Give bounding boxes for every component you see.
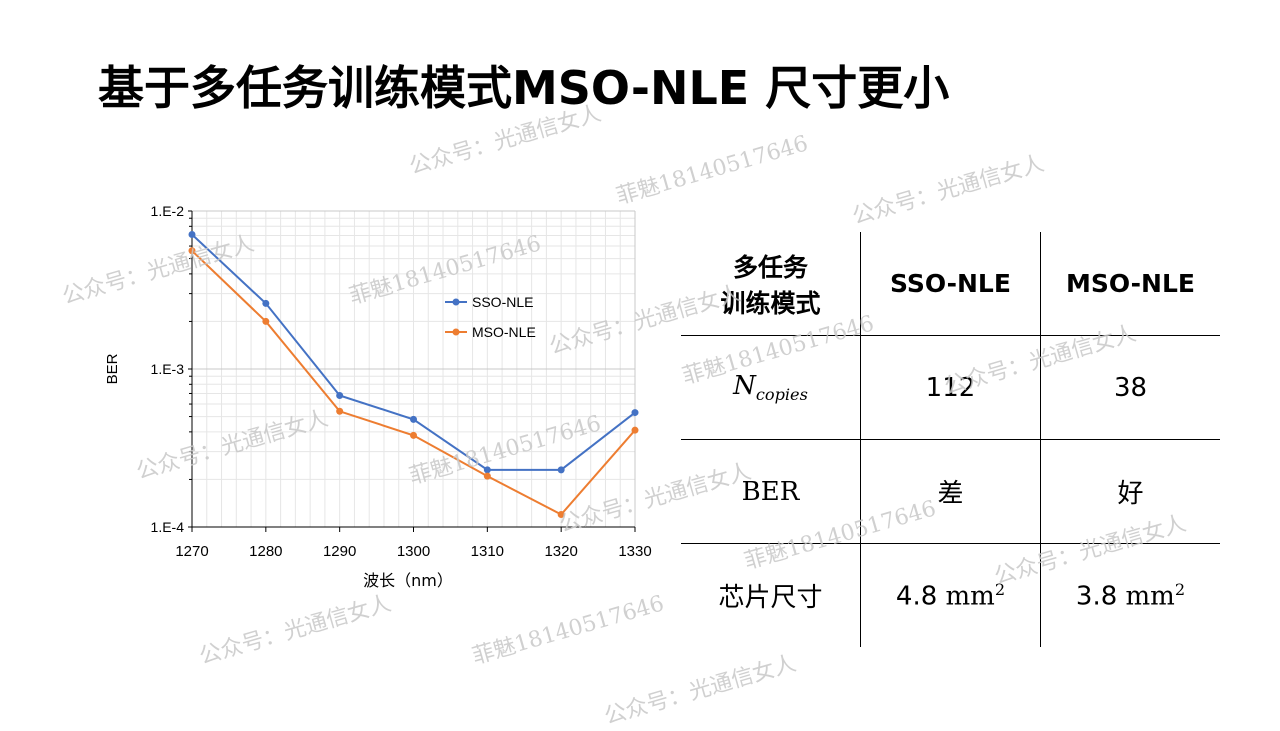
table-row-copies: Ncopies 112 38	[681, 335, 1220, 440]
chart-legend: SSO-NLE MSO-NLE	[445, 294, 536, 340]
data-point-sso-nle	[483, 466, 491, 474]
y-axis-label: BER	[104, 353, 121, 384]
copies-sso-value: 112	[860, 335, 1041, 440]
size-mso-unit-power: 2	[1174, 579, 1186, 599]
copies-symbol: N	[733, 370, 756, 401]
table-header-row: 多任务 训练模式 SSO-NLE MSO-NLE	[681, 232, 1220, 336]
data-point-mso-nle	[262, 317, 270, 325]
table-row-size: 芯片尺寸 4.8 mm2 3.8 mm2	[681, 543, 1220, 647]
chart-series	[188, 231, 639, 518]
data-point-sso-nle	[262, 299, 270, 307]
data-point-sso-nle	[557, 466, 565, 474]
data-point-sso-nle	[336, 391, 344, 399]
x-tick-label: 1320	[544, 543, 577, 560]
y-tick-label: 1.E-2	[151, 203, 185, 219]
legend-swatch-marker	[452, 328, 460, 336]
chart-grid	[191, 210, 636, 528]
data-point-sso-nle	[188, 231, 196, 239]
data-point-mso-nle	[557, 510, 565, 518]
x-tick-label: 1310	[471, 543, 504, 560]
comparison-table: 多任务 训练模式 SSO-NLE MSO-NLE Ncopies 112 38 …	[681, 232, 1220, 647]
header-mode-line2: 训练模式	[720, 288, 821, 318]
header-mode-label: 多任务 训练模式	[681, 232, 861, 336]
chart-axes: 1.E-2 1.E-3 1.E-4 1270 1280 1290 1300 1310 1320 1…	[151, 203, 652, 560]
header-mode-line1: 多任务	[732, 252, 808, 282]
ber-mso-value: 好	[1040, 439, 1220, 544]
data-point-sso-nle	[631, 409, 639, 417]
ber-sso-value: 差	[860, 439, 1041, 544]
size-sso-unit-power: 2	[994, 579, 1006, 599]
x-tick-label: 1330	[618, 543, 651, 560]
y-tick-label: 1.E-3	[151, 361, 185, 377]
size-sso-number: 4.8	[895, 581, 938, 612]
x-tick-label: 1280	[249, 543, 282, 560]
data-point-mso-nle	[188, 247, 196, 255]
row-label-copies: Ncopies	[681, 335, 861, 440]
legend-label: SSO-NLE	[472, 294, 533, 310]
x-axis-label: 波长（nm）	[363, 571, 453, 590]
legend-swatch-marker	[452, 298, 460, 306]
size-sso-value: 4.8 mm2	[860, 543, 1041, 647]
copies-mso-value: 38	[1040, 335, 1220, 440]
data-point-mso-nle	[483, 472, 491, 480]
legend-label: MSO-NLE	[472, 324, 536, 340]
x-tick-label: 1270	[175, 543, 208, 560]
table-row-ber: BER 差 好	[681, 439, 1220, 544]
header-sso-nle: SSO-NLE	[860, 232, 1041, 336]
data-point-mso-nle	[631, 426, 639, 434]
size-mso-value: 3.8 mm2	[1040, 543, 1220, 647]
slide-title: 基于多任务训练模式MSO-NLE 尺寸更小	[98, 61, 950, 115]
size-mso-unit: mm	[1125, 581, 1175, 612]
copies-subscript: copies	[755, 385, 808, 405]
data-point-sso-nle	[410, 415, 417, 423]
header-mso-nle: MSO-NLE	[1040, 232, 1220, 336]
data-point-mso-nle	[336, 407, 344, 415]
size-sso-unit: mm	[945, 581, 995, 612]
row-label-size: 芯片尺寸	[718, 583, 823, 613]
y-tick-label: 1.E-4	[151, 519, 185, 535]
row-label-ber: BER	[681, 439, 861, 544]
x-tick-label: 1300	[397, 543, 430, 560]
data-point-mso-nle	[410, 431, 417, 439]
x-tick-label: 1290	[323, 543, 356, 560]
size-mso-number: 3.8	[1075, 581, 1118, 612]
